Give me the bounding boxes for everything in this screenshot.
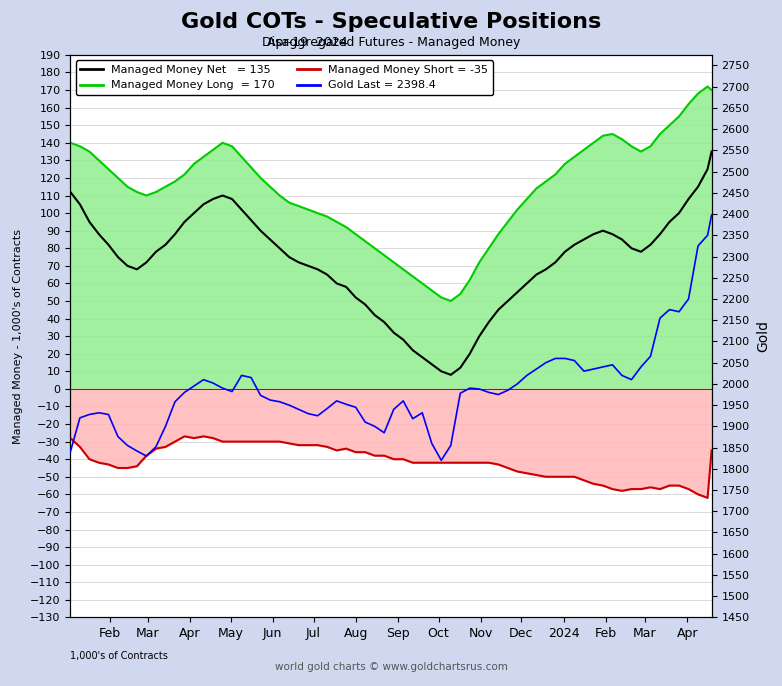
Y-axis label: Managed Money - 1,000's of Contracts: Managed Money - 1,000's of Contracts (13, 228, 23, 444)
Y-axis label: Gold: Gold (756, 320, 770, 352)
Text: Apr-19  2024: Apr-19 2024 (267, 36, 348, 49)
Legend: Managed Money Net   = 135, Managed Money Long  = 170, Managed Money Short = -35,: Managed Money Net = 135, Managed Money L… (76, 60, 493, 95)
Text: world gold charts © www.goldchartsrus.com: world gold charts © www.goldchartsrus.co… (274, 663, 508, 672)
Text: Gold COTs - Speculative Positions: Gold COTs - Speculative Positions (181, 12, 601, 32)
Text: 1,000's of Contracts: 1,000's of Contracts (70, 651, 168, 661)
Text: Disaggregated Futures - Managed Money: Disaggregated Futures - Managed Money (262, 36, 520, 49)
